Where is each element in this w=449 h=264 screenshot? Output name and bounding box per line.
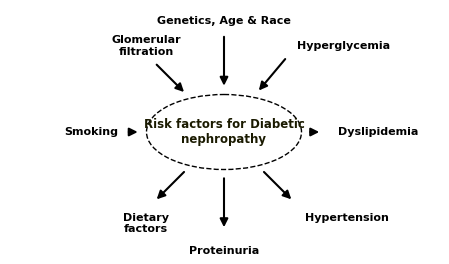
Text: Risk factors for Diabetic
nephropathy: Risk factors for Diabetic nephropathy — [144, 118, 304, 146]
Text: Dyslipidemia: Dyslipidemia — [338, 127, 418, 137]
Text: Genetics, Age & Race: Genetics, Age & Race — [157, 16, 291, 26]
Text: Smoking: Smoking — [64, 127, 118, 137]
Text: Hypertension: Hypertension — [304, 213, 388, 223]
Text: Proteinuria: Proteinuria — [189, 246, 259, 256]
Text: Glomerular
filtration: Glomerular filtration — [111, 35, 181, 57]
Text: Dietary
factors: Dietary factors — [123, 213, 169, 234]
Text: Hyperglycemia: Hyperglycemia — [297, 41, 390, 51]
